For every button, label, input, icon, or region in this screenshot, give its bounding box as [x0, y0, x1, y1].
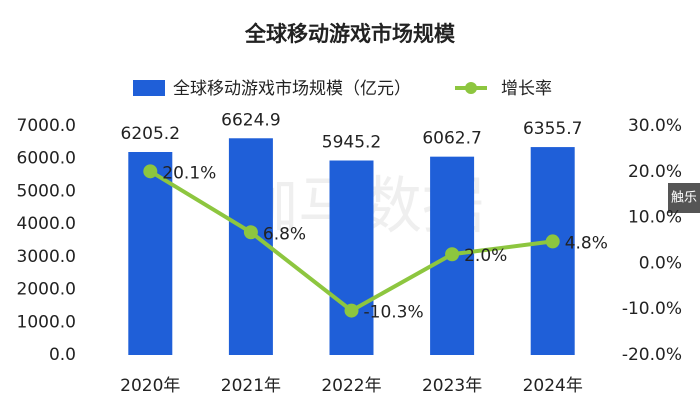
line-point [545, 234, 560, 249]
y-tick-label: 1000.0 [17, 312, 76, 332]
legend-swatch [465, 82, 477, 94]
bar [228, 138, 273, 355]
y2-tick-label: -20.0% [622, 345, 682, 365]
bar-value-label: 6624.9 [221, 110, 280, 130]
x-tick-label: 2022年 [321, 376, 381, 396]
y-tick-label: 5000.0 [17, 181, 76, 201]
y2-tick-label: -10.0% [622, 299, 682, 319]
legend-swatch [133, 80, 165, 96]
line-point [243, 225, 258, 240]
chart-title: 全球移动游戏市场规模 [244, 22, 456, 46]
line-point [445, 247, 460, 262]
line-value-label: 2.0% [464, 246, 507, 266]
y-tick-label: 0.0 [49, 345, 76, 365]
x-tick-label: 2024年 [523, 376, 583, 396]
line-point [143, 164, 158, 179]
bar-value-label: 5945.2 [322, 133, 381, 153]
bar [329, 160, 374, 355]
y-tick-label: 7000.0 [17, 116, 76, 136]
line-value-label: 6.8% [263, 224, 306, 244]
line-value-label: -10.3% [364, 303, 424, 323]
y2-tick-label: 30.0% [628, 116, 682, 136]
bar [128, 152, 173, 355]
y-tick-label: 2000.0 [17, 280, 76, 300]
bar [530, 147, 575, 355]
x-tick-label: 2023年 [422, 376, 482, 396]
y2-tick-label: 10.0% [628, 208, 682, 228]
y2-tick-label: 0.0% [639, 253, 682, 273]
legend-label: 增长率 [501, 79, 552, 99]
bar-value-label: 6355.7 [523, 119, 582, 139]
line-value-label: 4.8% [565, 233, 608, 253]
x-tick-label: 2021年 [221, 376, 281, 396]
badge-bg [668, 183, 700, 213]
y-tick-label: 3000.0 [17, 247, 76, 267]
legend-label: 全球移动游戏市场规模（亿元） [173, 79, 411, 99]
x-tick-label: 2020年 [120, 376, 180, 396]
y-tick-label: 4000.0 [17, 214, 76, 234]
line-point [344, 303, 359, 318]
badge: 触乐 [671, 191, 697, 206]
bar-value-label: 6062.7 [422, 129, 481, 149]
y-tick-label: 6000.0 [17, 149, 76, 169]
y2-tick-label: 20.0% [628, 162, 682, 182]
line-value-label: 20.1% [162, 163, 216, 183]
bar-value-label: 6205.2 [121, 124, 180, 144]
